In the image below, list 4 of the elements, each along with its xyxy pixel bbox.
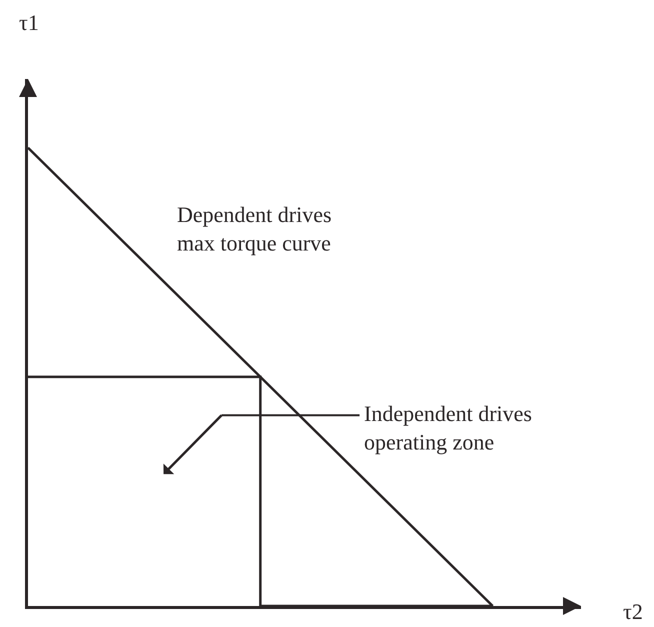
annotation: Dependent drives max torque curve — [177, 202, 332, 256]
annotation: Independent drives operating zone — [364, 401, 532, 455]
text: τ1 — [19, 10, 39, 35]
x-axis-title: τ2 — [623, 599, 643, 624]
